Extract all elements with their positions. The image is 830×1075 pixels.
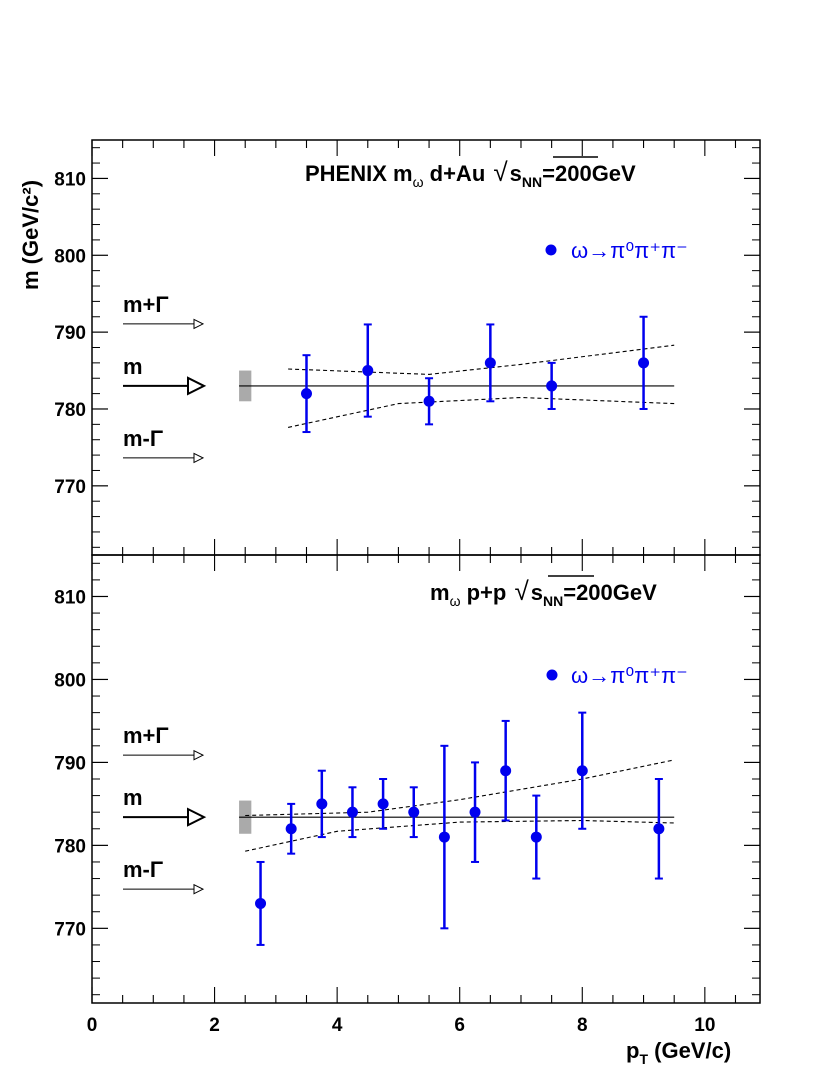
data-point: [576, 765, 588, 777]
top-y-axis-title: m (GeV/c²): [18, 180, 43, 290]
data-point: [438, 831, 450, 843]
top-legend-label: ω→π⁰π⁺π⁻: [571, 238, 688, 263]
top-legend-marker: [545, 244, 557, 256]
width-marker-arrow-head: [193, 318, 205, 330]
bottom-legend-label: ω→π⁰π⁺π⁻: [571, 663, 688, 688]
width-marker-label: m: [123, 785, 143, 810]
width-marker-arrow-head: [193, 883, 205, 895]
data-point: [423, 395, 435, 407]
x-tick-label: 10: [694, 1015, 715, 1036]
width-marker-label: m-Γ: [123, 857, 163, 882]
data-point: [546, 380, 558, 392]
y-tick-label: 800: [54, 246, 86, 267]
width-marker-arrow-head: [193, 452, 205, 464]
y-tick-label: 800: [54, 670, 86, 691]
upper-band-curve: [288, 344, 675, 375]
x-tick-label: 4: [332, 1015, 343, 1036]
y-tick-label: 810: [54, 587, 86, 608]
sqrt-sign: √: [514, 576, 529, 606]
data-point: [469, 806, 481, 818]
top-panel: PHENIX mω d+Au √sNN=200GeV ω→π⁰π⁺π⁻ m (G…: [18, 139, 761, 556]
width-marker-arrow-head: [193, 749, 205, 761]
sqrt-sign: √: [493, 157, 508, 187]
x-tick-label: 2: [209, 1015, 220, 1036]
width-marker-label: m+Γ: [123, 723, 169, 748]
data-point: [408, 806, 420, 818]
upper-band-curve: [245, 759, 675, 817]
y-tick-label: 780: [54, 400, 86, 421]
y-tick-label: 770: [54, 477, 86, 498]
bottom-panel-title: mω p+p √sNN=200GeV: [430, 576, 657, 609]
top-panel-title: PHENIX mω d+Au √sNN=200GeV: [305, 157, 636, 190]
data-point: [300, 388, 312, 400]
lower-band-curve: [287, 396, 675, 428]
data-point: [500, 765, 512, 777]
top-marks: 770 780 790 800 810 m+Γ m m-Γ: [54, 140, 760, 555]
data-point: [255, 897, 267, 909]
y-tick-label: 780: [54, 836, 86, 857]
y-tick-label: 770: [54, 919, 86, 940]
x-axis-title: pT (GeV/c): [626, 1038, 731, 1067]
data-point: [346, 806, 358, 818]
y-tick-label: 790: [54, 753, 86, 774]
data-point: [484, 357, 496, 369]
data-point: [285, 823, 297, 835]
width-marker-label: m+Γ: [123, 292, 169, 317]
data-point: [638, 357, 650, 369]
width-marker-label: m: [123, 354, 143, 379]
width-marker-arrow-head: [187, 807, 207, 827]
data-point: [653, 823, 665, 835]
y-tick-label: 810: [54, 169, 86, 190]
data-point: [316, 798, 328, 810]
width-marker-label: m-Γ: [123, 426, 163, 451]
x-tick-label: 0: [87, 1015, 98, 1036]
x-tick-label: 8: [577, 1015, 588, 1036]
width-marker-arrow-head: [187, 376, 207, 396]
lower-band-curve: [245, 819, 675, 852]
bottom-panel: mω p+p √sNN=200GeV ω→π⁰π⁺π⁻ pT (GeV/c): [91, 554, 761, 1067]
data-point: [377, 798, 389, 810]
data-point: [362, 365, 374, 377]
data-point: [530, 831, 542, 843]
y-tick-label: 790: [54, 323, 86, 344]
x-tick-label: 6: [454, 1015, 465, 1036]
bottom-legend-marker: [546, 669, 558, 681]
